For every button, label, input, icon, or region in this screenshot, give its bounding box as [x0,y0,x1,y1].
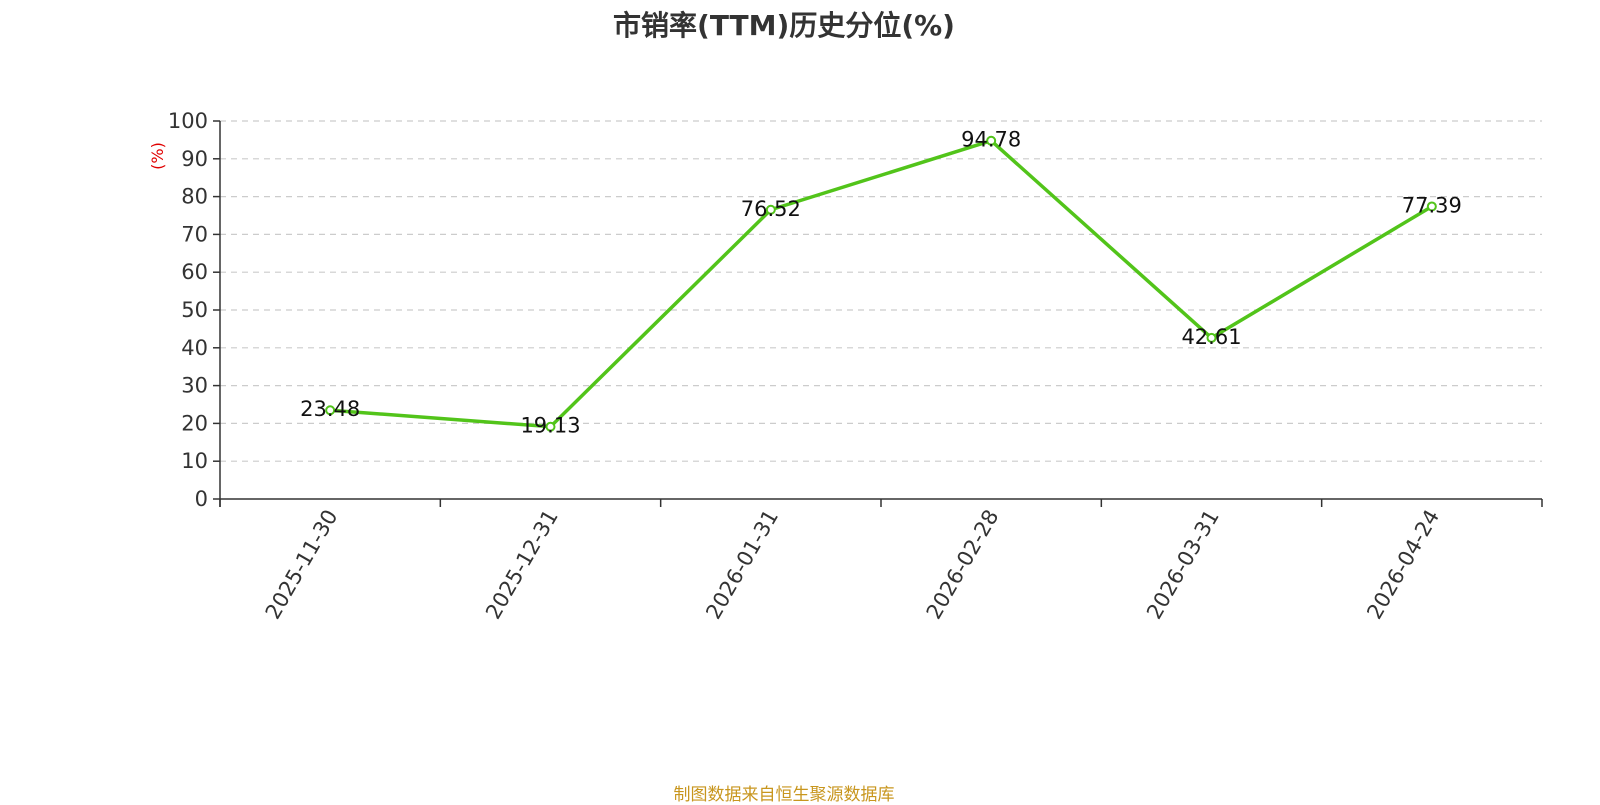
data-label: 76.52 [741,197,801,221]
data-label: 77.39 [1402,193,1462,217]
y-tick-label: 70 [181,222,208,246]
y-tick-labels: 0 10 20 30 40 50 60 70 80 90 100 [168,109,208,511]
y-tick-label: 20 [181,411,208,435]
y-tick-label: 60 [181,260,208,284]
y-tick-label: 40 [181,336,208,360]
y-tick-label: 30 [181,374,208,398]
x-tick-label: 2026-02-28 [922,506,1004,624]
data-point [986,135,997,146]
source-note: 制图数据来自恒生聚源数据库 [673,785,895,805]
x-tick-label: 2026-01-31 [701,506,783,624]
data-point [545,421,556,432]
data-label: 23.48 [300,397,360,421]
series-layer [325,135,1437,432]
data-point [1206,332,1217,343]
data-label: 19.13 [520,414,580,438]
y-tick-label: 90 [181,147,208,171]
data-label: 94.78 [961,128,1021,152]
data-point [325,405,336,416]
y-tick-label: 100 [168,109,208,133]
series-line [330,138,1433,429]
chart-title: 市销率(TTM)历史分位(%) [613,9,955,42]
y-tick-label: 80 [181,185,208,209]
x-tick-labels: 2025-11-30 2025-12-31 2026-01-31 2026-02-28… [261,506,1444,624]
y-tick-label: 10 [181,449,208,473]
y-tick-label: 0 [195,487,208,511]
data-point [1426,201,1437,212]
y-tick-label: 50 [181,298,208,322]
data-labels: 23.48 19.13 76.52 94.78 42.61 77.39 [300,128,1462,438]
gridlines [220,120,1542,462]
x-tick-label: 2025-12-31 [481,506,563,624]
x-tick-label: 2026-04-24 [1362,506,1444,624]
y-axis-label: (%) [148,142,167,170]
data-label: 42.61 [1181,325,1241,349]
data-point [765,204,776,215]
x-tick-label: 2025-11-30 [261,506,343,624]
x-tick-label: 2026-03-31 [1142,506,1224,624]
axes [213,120,1543,507]
